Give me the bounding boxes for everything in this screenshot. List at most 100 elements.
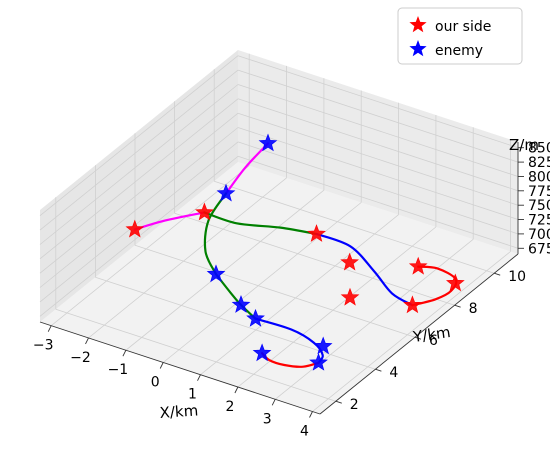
grid-x-floor-2 <box>125 189 325 351</box>
trajectory-segment-3 <box>203 192 228 276</box>
grid-z-side-1 <box>39 141 239 303</box>
legend: our side enemy <box>397 7 523 65</box>
z-tick-label-1: 7000 <box>528 227 550 243</box>
z-tick-label-4: 7750 <box>528 184 550 200</box>
grid-z-side-5 <box>39 84 239 245</box>
grid-x-floor-7 <box>312 251 511 412</box>
legend-label-our-side: our side <box>435 19 491 35</box>
grid-z-side-6 <box>39 69 239 231</box>
grid-z-back-2 <box>237 127 519 220</box>
x-tick-mark-2 <box>122 349 127 357</box>
z-tick-label-2: 7250 <box>528 213 550 229</box>
axis-lines <box>39 142 519 415</box>
grid-z-back-5 <box>237 84 519 177</box>
our-side-star-5 <box>403 295 422 314</box>
enemy-star-14 <box>309 352 328 371</box>
y-tick-label-1: 4 <box>389 365 398 381</box>
x-tick-label-7: 4 <box>300 424 309 440</box>
enemy-star-10 <box>206 264 226 283</box>
legend-frame <box>397 7 523 65</box>
grid-z-side-4 <box>39 98 239 260</box>
x-tick-mark-7 <box>309 411 313 418</box>
enemy-star-8 <box>258 133 278 152</box>
side-pane-y <box>40 50 238 322</box>
x-tick-label-6: 3 <box>263 411 272 427</box>
z-tick-label-7: 8500 <box>528 141 550 157</box>
grid-x-floor-3 <box>162 202 362 363</box>
grid-x-floor-0 <box>50 165 250 327</box>
y-axis-line <box>319 253 519 415</box>
z-tick-label-6: 8250 <box>528 155 550 171</box>
x-tick-label-2: −1 <box>108 362 129 378</box>
back-pane-x <box>238 50 518 254</box>
x-tick-mark-0 <box>47 325 52 332</box>
floor-pane <box>40 162 518 414</box>
axes-panes <box>40 50 518 414</box>
grid-x-floor-1 <box>88 177 287 339</box>
grid-z-back-3 <box>237 112 519 206</box>
y-tick-label-4: 10 <box>508 269 526 285</box>
our-side-star-1 <box>195 202 214 221</box>
grid-x-floor-6 <box>274 238 474 400</box>
grid-y-floor-2 <box>134 244 416 338</box>
y-tick-mark-4 <box>494 272 501 276</box>
legend-label-enemy: enemy <box>435 43 483 59</box>
tick-labels: −3 −2 −1 0 1 2 3 4 2 4 6 8 1067507000725075007750800… <box>33 141 550 440</box>
grid-y-floor-0 <box>55 308 336 402</box>
trajectory-segment-4 <box>214 273 257 320</box>
z-axis-label: Z/m <box>509 136 539 154</box>
legend-star-our-side <box>409 16 427 33</box>
grid-z-back-4 <box>237 98 519 192</box>
x-tick-mark-4 <box>197 374 201 381</box>
x-tick-mark-5 <box>234 386 239 394</box>
grid-y-floor-3 <box>174 212 455 306</box>
grid-z-back-6 <box>237 69 519 163</box>
x-tick-mark-3 <box>159 362 164 369</box>
trajectory-segment-2 <box>203 211 318 236</box>
our-side-star-6 <box>446 273 465 292</box>
grid-y-floor-4 <box>214 180 495 274</box>
y-tick-mark-0 <box>335 400 342 404</box>
x-tick-label-1: −2 <box>70 350 91 366</box>
trajectory-segment-7 <box>254 317 324 364</box>
y-tick-mark-3 <box>454 304 461 308</box>
enemy-star-12 <box>246 308 265 327</box>
z-tick-label-5: 8000 <box>528 170 550 186</box>
y-tick-label-3: 8 <box>469 301 478 317</box>
grid-z-back-7 <box>237 55 519 149</box>
legend-star-enemy <box>409 40 427 57</box>
our-side-star-4 <box>340 287 360 306</box>
y-tick-label-0: 2 <box>350 397 359 413</box>
trajectory-segment-1 <box>224 142 270 195</box>
gridlines <box>39 53 519 412</box>
enemy-star-9 <box>216 183 236 202</box>
grid-z-back-0 <box>237 155 519 249</box>
z-tick-label-3: 7500 <box>528 198 550 214</box>
y-axis-label: Y/km <box>411 323 452 346</box>
x-axis-line <box>39 321 321 415</box>
grid-z-side-7 <box>39 55 239 217</box>
trajectory-markers <box>125 133 465 371</box>
grid-z-back-1 <box>237 141 519 235</box>
enemy-star-11 <box>231 295 251 313</box>
our-side-star-7 <box>408 256 428 275</box>
our-side-star-0 <box>125 219 145 238</box>
enemy-star-13 <box>313 336 333 355</box>
grid-z-side-3 <box>39 112 239 274</box>
x-tick-label-0: −3 <box>33 338 54 354</box>
our-side-star-3 <box>340 252 359 271</box>
x-tick-mark-1 <box>85 337 89 345</box>
y-tick-label-2: 6 <box>429 333 438 349</box>
trajectory-segment-5 <box>315 232 414 307</box>
grid-x-floor-4 <box>200 214 399 376</box>
y-tick-mark-1 <box>375 368 382 372</box>
x-tick-label-5: 2 <box>225 399 234 415</box>
z-tick-label-0: 6750 <box>528 241 550 257</box>
x-tick-mark-6 <box>271 399 276 406</box>
y-tick-mark-2 <box>414 336 422 340</box>
x-axis-label: X/km <box>159 401 199 422</box>
x-tick-label-3: 0 <box>151 375 160 391</box>
x-tick-label-4: 1 <box>188 387 197 403</box>
grid-z-side-2 <box>39 127 239 288</box>
